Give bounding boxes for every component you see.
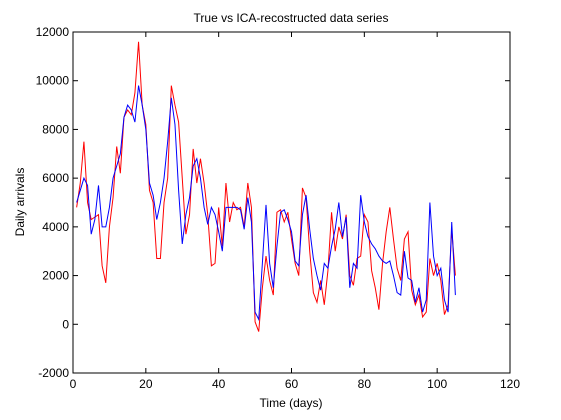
x-tick-label: 40 [212, 377, 226, 391]
y-tick-label: 2000 [42, 269, 69, 283]
x-tick-label: 20 [139, 377, 153, 391]
y-tick-label: 12000 [36, 25, 70, 39]
x-tick-label: 120 [500, 377, 520, 391]
data-line [76, 85, 456, 322]
y-tick-label: 6000 [42, 171, 69, 185]
chart-title: True vs ICA-recostructed data series [194, 11, 389, 25]
y-tick-label: 10000 [36, 74, 70, 88]
y-tick-label: 4000 [42, 220, 69, 234]
x-tick-label: 0 [70, 377, 77, 391]
y-tick-label: 0 [62, 317, 69, 331]
x-axis-label: Time (days) [260, 396, 323, 410]
y-tick-label: 8000 [42, 122, 69, 136]
y-tick-label: -2000 [38, 366, 69, 380]
data-line [76, 41, 456, 332]
y-axis-label: Daily arrivals [13, 168, 27, 237]
x-tick-label: 80 [358, 377, 372, 391]
x-tick-label: 60 [285, 377, 299, 391]
x-tick-label: 100 [427, 377, 447, 391]
